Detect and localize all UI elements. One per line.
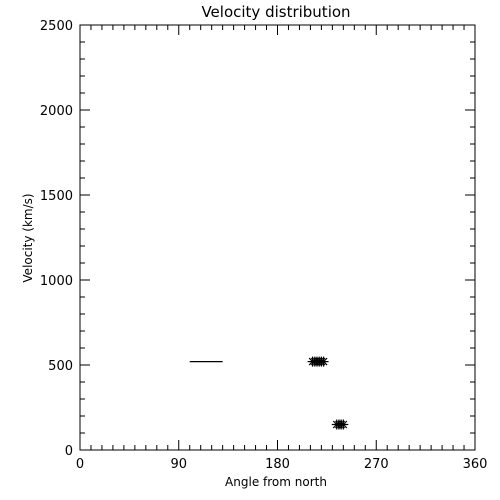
x-tick-label: 360 [463, 457, 488, 472]
x-tick-label: 90 [170, 457, 187, 472]
y-tick-label: 2500 [40, 19, 73, 34]
y-tick-label: 1000 [40, 274, 73, 289]
y-tick-label: 500 [48, 359, 73, 374]
y-tick-label: 1500 [40, 189, 73, 204]
y-tick-labels: 0 500 1000 1500 2000 2500 [40, 19, 73, 459]
ticks [79, 24, 476, 451]
x-tick-label: 0 [76, 457, 84, 472]
x-axis-title: Angle from north [225, 475, 327, 489]
data-point [338, 419, 349, 430]
data-point [318, 356, 329, 367]
star-stroke [339, 420, 348, 429]
x-tick-label: 180 [265, 457, 290, 472]
data-marks [189, 356, 349, 430]
star-stroke [319, 357, 328, 366]
x-tick-label: 270 [364, 457, 389, 472]
y-tick-label: 2000 [40, 104, 73, 119]
y-axis-title: Velocity (km/s) [21, 193, 35, 282]
x-tick-labels: 0 90 180 270 360 [76, 457, 488, 472]
chart-title: Velocity distribution [201, 3, 350, 21]
plot-frame [79, 24, 476, 451]
y-tick-label: 0 [65, 444, 73, 459]
